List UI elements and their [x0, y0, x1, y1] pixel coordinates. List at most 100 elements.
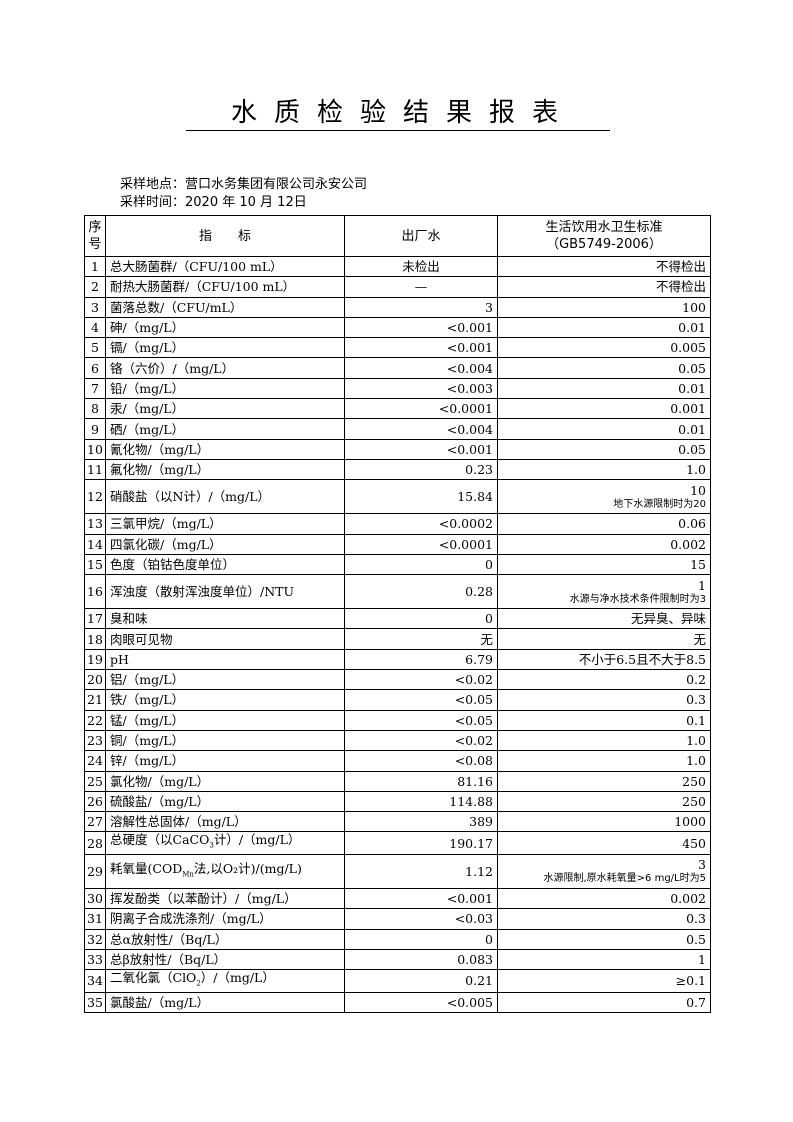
table-row: 28 总硬度（以CaCO3计）/（mg/L） 190.17 450 — [84, 831, 711, 855]
standard-value: 0.01 — [497, 418, 711, 440]
row-number: 2 — [84, 276, 106, 298]
table-row: 11 氟化物/（mg/L） 0.23 1.0 — [84, 458, 711, 481]
output-value: 114.88 — [344, 790, 498, 813]
table-row: 13 三氯甲烷/（mg/L） <0.0002 0.06 — [84, 513, 711, 535]
table-row: 6 铬（六价）/（mg/L） <0.004 0.05 — [84, 357, 711, 379]
standard-value: 1000 — [497, 811, 711, 833]
output-value: 15.84 — [344, 479, 498, 515]
indicator-name: 三氯甲烷/（mg/L） — [105, 513, 345, 535]
table-row: 8 汞/（mg/L） <0.0001 0.001 — [84, 398, 711, 420]
standard-value: 3 水源限制,原水耗氧量>6 mg/L时为5 — [497, 853, 711, 889]
table-row: 14 四氯化碳/（mg/L） <0.0001 0.002 — [84, 533, 711, 555]
table-row: 12 硝酸盐（以N计）/（mg/L） 15.84 10 地下水源限制时为20 — [84, 479, 711, 515]
output-value: <0.001 — [344, 438, 498, 460]
output-value: <0.0002 — [344, 513, 498, 535]
standard-value: 0.7 — [497, 991, 711, 1013]
indicator-name: 锰/（mg/L） — [105, 709, 345, 731]
standard-value: 15 — [497, 553, 711, 576]
standard-value: 1.0 — [497, 729, 711, 752]
table-row: 22 锰/（mg/L） <0.05 0.1 — [84, 709, 711, 731]
standard-note: 地下水源限制时为20 — [613, 498, 706, 510]
indicator-name: 铬（六价）/（mg/L） — [105, 357, 345, 379]
table-row: 4 砷/（mg/L） <0.001 0.01 — [84, 316, 711, 339]
standard-value: 250 — [497, 790, 711, 813]
indicator-name: 阴离子合成洗涤剂/（mg/L） — [105, 908, 345, 930]
indicator-name: 硝酸盐（以N计）/（mg/L） — [105, 479, 345, 515]
row-number: 20 — [84, 669, 106, 691]
row-number: 12 — [84, 479, 106, 515]
output-value: 0.28 — [344, 574, 498, 610]
location-value: 营口水务集团有限公司永安公司 — [185, 177, 368, 192]
table-row: 16 浑浊度（散射浑浊度单位）/NTU 0.28 1 水源与净水技术条件限制时为3 — [84, 574, 711, 610]
table-row: 30 挥发酚类（以苯酚计）/（mg/L） <0.001 0.002 — [84, 887, 711, 910]
standard-value: 不小于6.5且不大于8.5 — [497, 648, 711, 671]
indicator-name: 四氯化碳/（mg/L） — [105, 533, 345, 555]
indicator-name: 锌/（mg/L） — [105, 750, 345, 772]
table-row: 29 耗氧量(CODMn法,以O₂计)/(mg/L) 1.12 3 水源限制,原水耗氧量… — [84, 853, 711, 889]
row-number: 18 — [84, 628, 106, 650]
indicator-name: 氯化物/（mg/L） — [105, 770, 345, 792]
output-value: <0.03 — [344, 908, 498, 930]
output-value: 81.16 — [344, 770, 498, 792]
standard-value: 0.5 — [497, 928, 711, 950]
row-number: 3 — [84, 296, 106, 318]
table-row: 34 二氧化氯（ClO2）/（mg/L） 0.21 ≥0.1 — [84, 969, 711, 993]
table-row: 20 铝/（mg/L） <0.02 0.2 — [84, 669, 711, 691]
indicator-name: pH — [105, 648, 345, 671]
row-number: 10 — [84, 438, 106, 460]
indicator-name: 浑浊度（散射浑浊度单位）/NTU — [105, 574, 345, 610]
output-value: 无 — [344, 628, 498, 650]
output-value: <0.004 — [344, 357, 498, 379]
indicator-name: 汞/（mg/L） — [105, 398, 345, 420]
row-number: 26 — [84, 790, 106, 813]
standard-value: 不得检出 — [497, 255, 711, 278]
header-no: 序号 — [84, 215, 106, 257]
row-number: 35 — [84, 991, 106, 1013]
standard-value: 1 水源与净水技术条件限制时为3 — [497, 574, 711, 610]
sampling-location: 采样地点：营口水务集团有限公司永安公司 — [120, 173, 367, 192]
table-row: 33 总β放射性/（Bq/L） 0.083 1 — [84, 948, 711, 971]
row-number: 34 — [84, 969, 106, 993]
indicator-name: 挥发酚类（以苯酚计）/（mg/L） — [105, 887, 345, 910]
indicator-name: 二氧化氯（ClO2）/（mg/L） — [105, 969, 345, 993]
standard-value: 0.1 — [497, 709, 711, 731]
standard-value: 0.01 — [497, 316, 711, 339]
indicator-name: 总硬度（以CaCO3计）/（mg/L） — [105, 831, 345, 855]
output-value: <0.005 — [344, 991, 498, 1013]
indicator-name: 氰化物/（mg/L） — [105, 438, 345, 460]
row-number: 14 — [84, 533, 106, 555]
table-row: 27 溶解性总固体/（mg/L） 389 1000 — [84, 811, 711, 833]
indicator-name: 氟化物/（mg/L） — [105, 458, 345, 481]
indicator-name: 硒/（mg/L） — [105, 418, 345, 440]
indicator-name: 肉眼可见物 — [105, 628, 345, 650]
standard-value: 0.001 — [497, 398, 711, 420]
output-value: 0.083 — [344, 948, 498, 971]
indicator-name: 铁/（mg/L） — [105, 689, 345, 711]
table-row: 32 总α放射性/（Bq/L） 0 0.5 — [84, 928, 711, 950]
table-row: 5 镉/（mg/L） <0.001 0.005 — [84, 337, 711, 359]
indicator-name: 总β放射性/（Bq/L） — [105, 948, 345, 971]
output-value: <0.0001 — [344, 398, 498, 420]
indicator-name: 臭和味 — [105, 608, 345, 630]
output-value: <0.0001 — [344, 533, 498, 555]
table-row: 19 pH 6.79 不小于6.5且不大于8.5 — [84, 648, 711, 671]
row-number: 16 — [84, 574, 106, 610]
output-value: <0.004 — [344, 418, 498, 440]
table-row: 2 耐热大肠菌群/（CFU/100 mL） — 不得检出 — [84, 276, 711, 298]
row-number: 5 — [84, 337, 106, 359]
row-number: 15 — [84, 553, 106, 576]
indicator-name: 氯酸盐/（mg/L） — [105, 991, 345, 1013]
time-label: 采样时间： — [120, 195, 186, 210]
indicator-name: 耗氧量(CODMn法,以O₂计)/(mg/L) — [105, 853, 345, 889]
standard-value: 无异臭、异味 — [497, 608, 711, 630]
location-label: 采样地点： — [120, 177, 186, 192]
row-number: 21 — [84, 689, 106, 711]
standard-value: 450 — [497, 831, 711, 855]
standard-value: 250 — [497, 770, 711, 792]
row-number: 17 — [84, 608, 106, 630]
standard-note: 水源限制,原水耗氧量>6 mg/L时为5 — [543, 873, 707, 885]
output-value: — — [344, 276, 498, 298]
indicator-name: 耐热大肠菌群/（CFU/100 mL） — [105, 276, 345, 298]
row-number: 22 — [84, 709, 106, 731]
row-number: 8 — [84, 398, 106, 420]
